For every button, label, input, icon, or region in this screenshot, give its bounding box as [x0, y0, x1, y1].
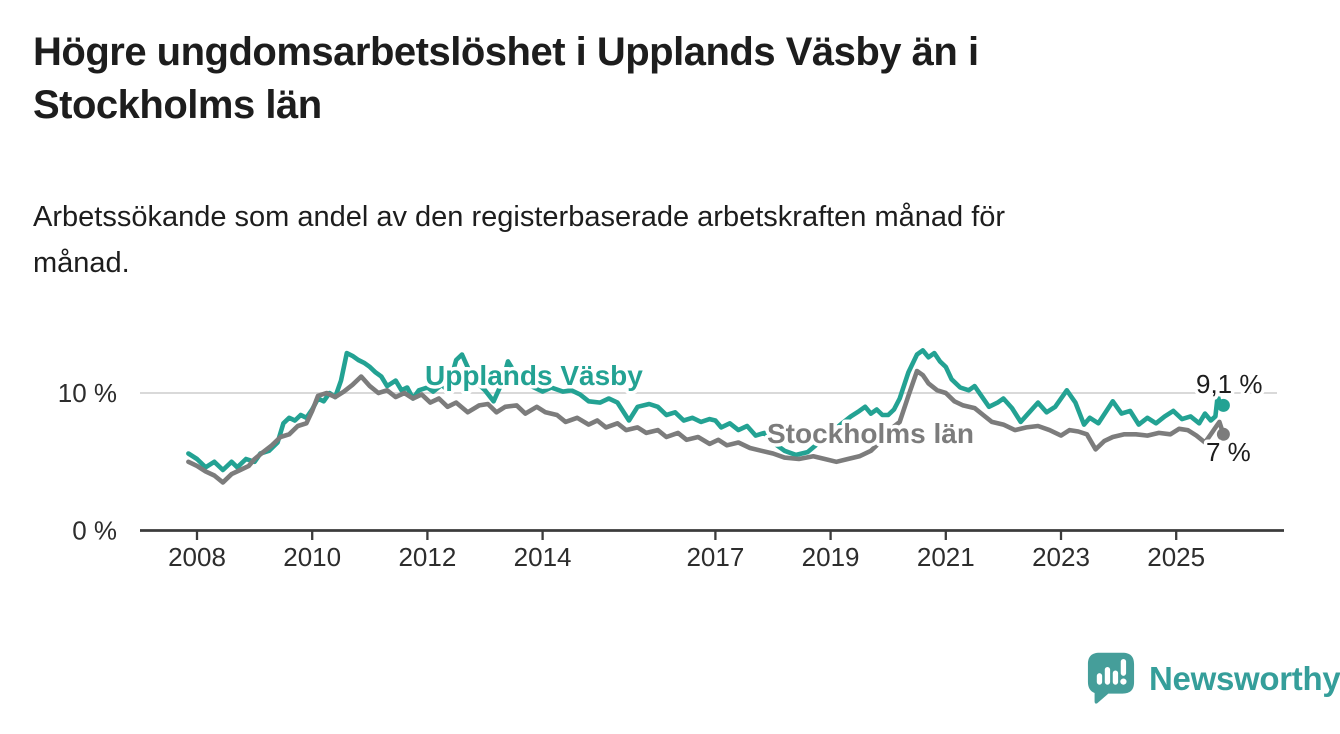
x-tick-label-2010: 2010: [283, 542, 341, 572]
x-tick-label-2021: 2021: [917, 542, 975, 572]
bar-2: [1104, 666, 1111, 685]
newsworthy-icon: [1087, 652, 1135, 704]
brand-logo: Newsworthy: [1086, 651, 1340, 706]
x-tick-label-2014: 2014: [514, 542, 572, 572]
y-tick-label-10: 10 %: [58, 378, 117, 408]
series-label-upplands-vasby: Upplands Väsby: [425, 360, 643, 391]
x-tick-label-2019: 2019: [802, 542, 860, 572]
line-chart: 2008 2010 2012 2014 2017 2019 2021 2023 2025 0 % 1…: [58, 348, 1284, 572]
end-value-label-upplands-vasby: 9,1 %: [1196, 369, 1263, 399]
bar-1: [1096, 673, 1103, 685]
page-title: Högre ungdomsarbetslöshet i Upplands Väs…: [33, 26, 979, 132]
chart-subtitle-line-2: månad.: [33, 247, 130, 279]
bar-3: [1112, 670, 1119, 685]
page-title-line-1: Högre ungdomsarbetslöshet i Upplands Väs…: [33, 30, 979, 74]
x-tick-label-2008: 2008: [168, 542, 226, 572]
x-tick-label-2023: 2023: [1032, 542, 1090, 572]
series-line-upplands-vasby: [186, 348, 1226, 473]
exclamation-dot: [1120, 678, 1127, 685]
speech-bubble-shape: [1087, 652, 1135, 704]
series-line-stockholms-lan: [186, 368, 1226, 485]
newsworthy-wordmark: Newsworthy: [1149, 659, 1340, 697]
page-title-line-2: Stockholms län: [33, 83, 322, 127]
end-dot-stockholms-lan: [1216, 427, 1230, 441]
chart-subtitle-line-1: Arbetssökande som andel av den registerb…: [33, 201, 1006, 233]
y-tick-label-0: 0 %: [72, 516, 117, 546]
end-dot-upplands-vasby: [1216, 398, 1230, 412]
x-tick-label-2012: 2012: [398, 542, 456, 572]
chart-subtitle: Arbetssökande som andel av den registerb…: [33, 194, 1005, 286]
series-label-stockholms-lan: Stockholms län: [767, 418, 974, 449]
x-tick-label-2017: 2017: [686, 542, 744, 572]
exclamation-bar: [1120, 658, 1127, 676]
x-tick-label-2025: 2025: [1147, 542, 1205, 572]
end-value-label-stockholms-lan: 7 %: [1206, 437, 1251, 467]
